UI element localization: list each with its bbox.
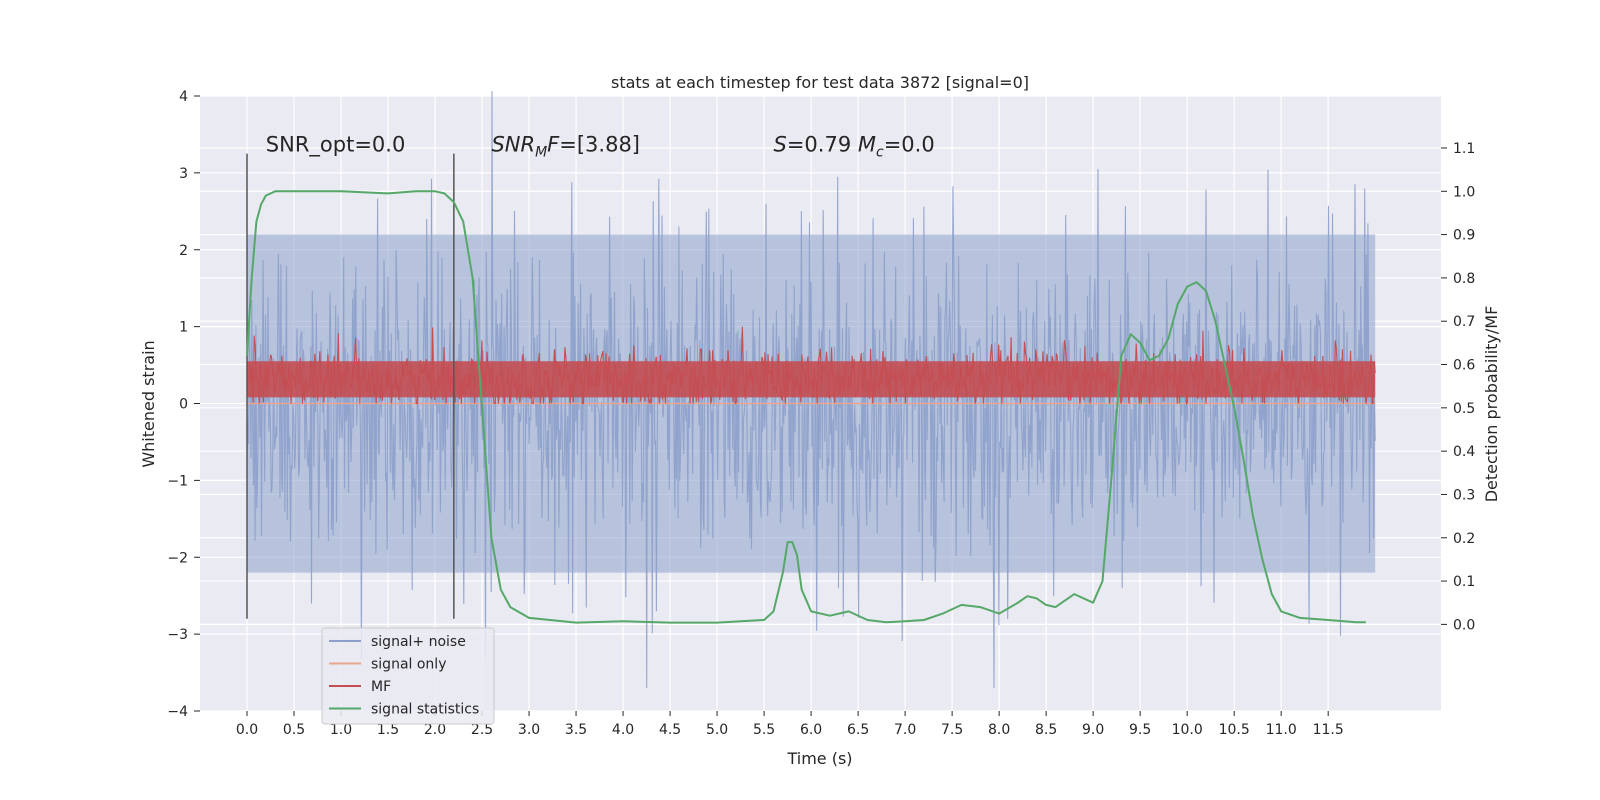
x-tick-label: 0.0 [236,722,258,738]
x-tick-label: 11.0 [1266,722,1297,738]
x-tick-label: 3.5 [565,722,587,738]
mf-core [247,361,1376,398]
x-tick-label: 4.5 [659,722,681,738]
y2-tick-label: 0.5 [1453,401,1475,417]
x-tick-label: 8.5 [1035,722,1057,738]
annotations: SNR_opt=0.0 SNRMF=[3.88] S=0.79 Mc=0.0 [266,133,935,161]
legend: signal+ noise signal only MF signal statist… [321,627,495,725]
y2-tick-label: 0.4 [1453,444,1475,460]
signal-statistics-line [246,190,1366,624]
y2-tick-label: 0.0 [1453,617,1475,633]
x-tick-label: 6.0 [800,722,822,738]
legend-label: signal statistics [371,702,479,718]
annotation-snr-opt: SNR_opt=0.0 [266,133,406,158]
y-tick-label: 3 [179,166,188,182]
mf-series [246,326,1376,406]
x-tick-label: 4.0 [612,722,634,738]
x-tick-label: 2.5 [471,722,493,738]
y-tick-label: −4 [167,704,188,720]
y2-tick-label: 0.3 [1453,487,1475,503]
y-axis-label: Whitened strain [139,340,158,467]
legend-label: signal+ noise [371,634,466,650]
legend-label: MF [371,679,391,695]
x-tick-label: 3.0 [518,722,540,738]
x-tick-label: 0.5 [283,722,305,738]
x-tick-label: 5.0 [706,722,728,738]
y2-tick-label: 1.1 [1453,141,1475,157]
y-tick-label: 4 [179,89,188,105]
y-tick-label: 2 [179,243,188,259]
x-tick-label: 11.5 [1313,722,1344,738]
y2-tick-label: 0.8 [1453,271,1475,287]
y2-axis-label: Detection probability/MF [1482,306,1501,503]
x-axis-label: Time (s) [786,749,852,768]
y2-tick-label: 0.7 [1453,314,1475,330]
y-axis-ticks: 4 3 2 1 0 −1 −2 −3 −4 [167,89,200,720]
y2-tick-label: 0.2 [1453,531,1475,547]
y2-tick-label: 0.6 [1453,358,1475,374]
legend-label: signal only [371,657,446,673]
x-axis-ticks: 0.0 0.5 1.0 1.5 2.0 2.5 3.0 3.5 4.0 4.5 5.0 5.5 6.0 6… [236,711,1344,738]
y2-tick-label: 0.1 [1453,574,1475,590]
x-tick-label: 1.5 [377,722,399,738]
chart-title: stats at each timestep for test data 387… [611,73,1029,92]
y-tick-label: 1 [179,320,188,336]
vertical-markers [246,153,455,619]
annotation-snr-mf: SNRMF=[3.88] [491,133,640,161]
x-tick-label: 9.5 [1129,722,1151,738]
x-tick-label: 1.0 [330,722,352,738]
x-tick-label: 6.5 [847,722,869,738]
x-tick-label: 8.0 [988,722,1010,738]
x-tick-label: 5.5 [753,722,775,738]
y-tick-label: −2 [167,550,188,566]
signal-statistics-series [246,190,1366,624]
x-tick-label: 9.0 [1082,722,1104,738]
x-tick-label: 10.5 [1219,722,1250,738]
y2-axis-ticks: 1.1 1.0 0.9 0.8 0.7 0.6 0.5 0.4 0.3 0.2 0.1 0.0 [1441,141,1475,633]
mf-line [246,326,1376,406]
y-tick-label: 0 [179,397,188,413]
legend-box [321,627,495,725]
y-tick-label: −1 [167,473,188,489]
y2-tick-label: 1.0 [1453,184,1475,200]
x-tick-label: 10.0 [1172,722,1203,738]
y2-tick-label: 0.9 [1453,228,1475,244]
x-tick-label: 7.0 [894,722,916,738]
annotation-s-mc: S=0.79 Mc=0.0 [773,133,934,161]
x-tick-label: 2.0 [424,722,446,738]
y-tick-label: −3 [167,627,188,643]
x-tick-label: 7.5 [941,722,963,738]
